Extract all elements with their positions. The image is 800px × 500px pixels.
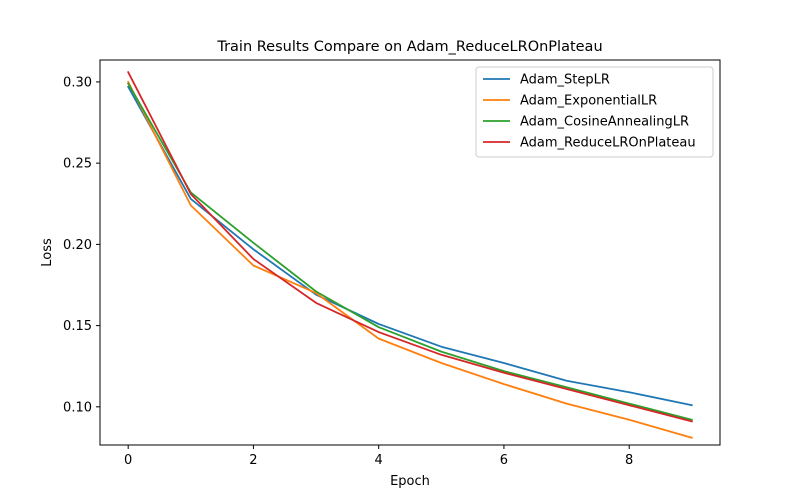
y-tick-label: 0.15 <box>63 319 92 334</box>
series-layer <box>126 70 693 439</box>
x-tick-label: 0 <box>124 453 132 468</box>
y-tick-label: 0.20 <box>63 238 92 253</box>
legend-box <box>475 66 714 158</box>
x-tick-label: 6 <box>500 453 508 468</box>
y-tick-label: 0.10 <box>63 400 92 415</box>
chart-title: Train Results Compare on Adam_ReduceLROn… <box>216 39 602 55</box>
x-tick-label: 2 <box>249 453 257 468</box>
legend-label-1: Adam_StepLR <box>520 73 610 88</box>
series-line-4 <box>126 70 693 423</box>
series-line-1 <box>126 85 693 407</box>
legend-label-4: Adam_ReduceLROnPlateau <box>520 136 696 151</box>
series-line-2 <box>126 80 693 439</box>
x-axis-ticks: 0 2 4 6 8 <box>124 445 633 468</box>
legend-label-2: Adam_ExponentialLR <box>520 94 657 109</box>
x-tick-label: 8 <box>625 453 633 468</box>
legend: Adam_StepLR Adam_ExponentialLR Adam_Cosine… <box>475 66 714 158</box>
x-tick-label: 4 <box>375 453 383 468</box>
legend-label-3: Adam_CosineAnnealingLR <box>520 115 689 130</box>
x-axis-label: Epoch <box>390 474 430 489</box>
axes-frame <box>99 59 721 446</box>
legend-entries: Adam_StepLR Adam_ExponentialLR Adam_Cosine… <box>483 73 696 151</box>
y-axis-label: Loss <box>40 238 55 267</box>
plot-area: 0 2 4 6 8 0.10 0.15 0.20 0.25 0.30 <box>63 59 721 468</box>
y-tick-label: 0.30 <box>63 75 92 90</box>
y-axis-ticks: 0.10 0.15 0.20 0.25 0.30 <box>63 75 100 415</box>
series-line-3 <box>126 82 693 421</box>
y-tick-label: 0.25 <box>63 157 92 172</box>
